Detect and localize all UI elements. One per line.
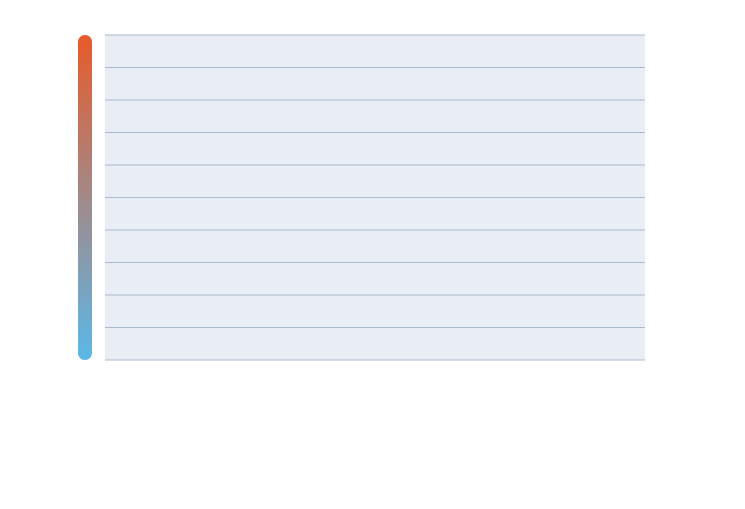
temp-gradient-bar xyxy=(78,35,92,360)
climate-chart xyxy=(0,0,745,509)
